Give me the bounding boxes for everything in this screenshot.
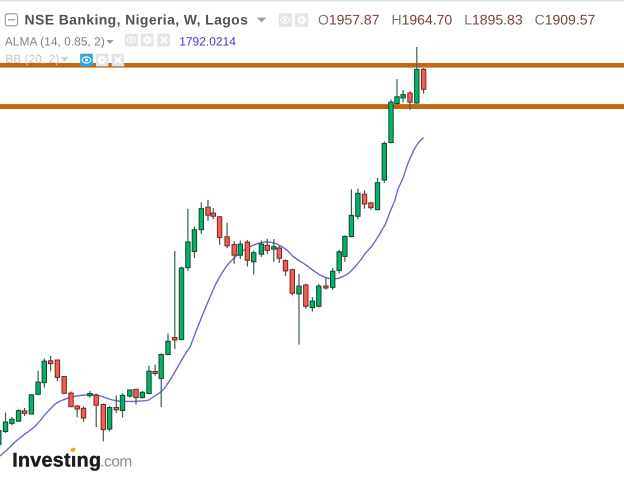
svg-text:L: L (464, 11, 472, 27)
svg-text:1957.87: 1957.87 (329, 11, 380, 27)
svg-text:1964.70: 1964.70 (402, 11, 453, 27)
svg-text:Investıng: Investıng (12, 449, 101, 471)
svg-text:1792.0214: 1792.0214 (179, 34, 236, 48)
svg-text:H: H (392, 11, 402, 27)
svg-text:BB (20, 2): BB (20, 2) (5, 52, 59, 66)
svg-text:NSE Banking, Nigeria, W, Lagos: NSE Banking, Nigeria, W, Lagos (25, 11, 249, 27)
svg-text:1895.83: 1895.83 (472, 11, 523, 27)
svg-text:1909.57: 1909.57 (545, 11, 596, 27)
svg-text:C: C (535, 11, 545, 27)
svg-text:O: O (318, 11, 329, 27)
svg-text:.com: .com (100, 453, 132, 470)
svg-text:ALMA (14, 0.85, 2): ALMA (14, 0.85, 2) (5, 34, 105, 48)
